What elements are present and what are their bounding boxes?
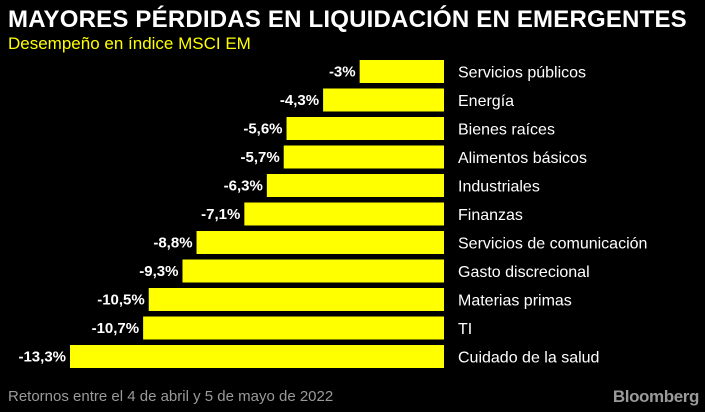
bar <box>148 288 444 311</box>
value-label: -5,7% <box>241 149 280 166</box>
bar <box>359 60 444 83</box>
category-label: TI <box>458 321 472 338</box>
value-label: -3% <box>329 64 356 81</box>
value-label: -7,1% <box>201 206 240 223</box>
bar <box>286 117 444 140</box>
bar <box>283 145 444 169</box>
bar <box>143 316 444 340</box>
chart-subtitle: Desempeño en índice MSCI EM <box>8 34 251 53</box>
value-label: -5,6% <box>243 121 282 138</box>
bloomberg-logo: Bloomberg <box>612 387 700 406</box>
category-label: Alimentos básicos <box>458 150 587 167</box>
category-label: Industriales <box>458 179 540 196</box>
value-label: -6,3% <box>224 178 263 195</box>
footnote: Retornos entre el 4 de abril y 5 de mayo… <box>8 388 334 405</box>
category-label: Cuidado de la salud <box>458 350 599 367</box>
bar <box>323 88 444 112</box>
category-label: Servicios públicos <box>458 65 586 82</box>
bar <box>196 231 444 254</box>
category-label: Bienes raíces <box>458 122 555 139</box>
value-label: -4,3% <box>280 92 319 109</box>
category-label: Gasto discrecional <box>458 264 590 281</box>
bar <box>266 174 444 197</box>
category-label: Finanzas <box>458 207 523 224</box>
value-label: -9,3% <box>139 263 178 280</box>
bar <box>244 202 444 226</box>
value-label: -10,7% <box>92 320 140 337</box>
value-label: -13,3% <box>18 349 66 366</box>
category-label: Servicios de comunicación <box>458 236 647 253</box>
bar <box>182 259 444 283</box>
bar <box>70 345 444 368</box>
value-label: -10,5% <box>97 292 145 309</box>
category-label: Energía <box>458 93 514 110</box>
category-label: Materias primas <box>458 293 572 310</box>
chart-title: MAYORES PÉRDIDAS EN LIQUIDACIÓN EN EMERG… <box>8 6 687 33</box>
value-label: -8,8% <box>153 235 192 252</box>
